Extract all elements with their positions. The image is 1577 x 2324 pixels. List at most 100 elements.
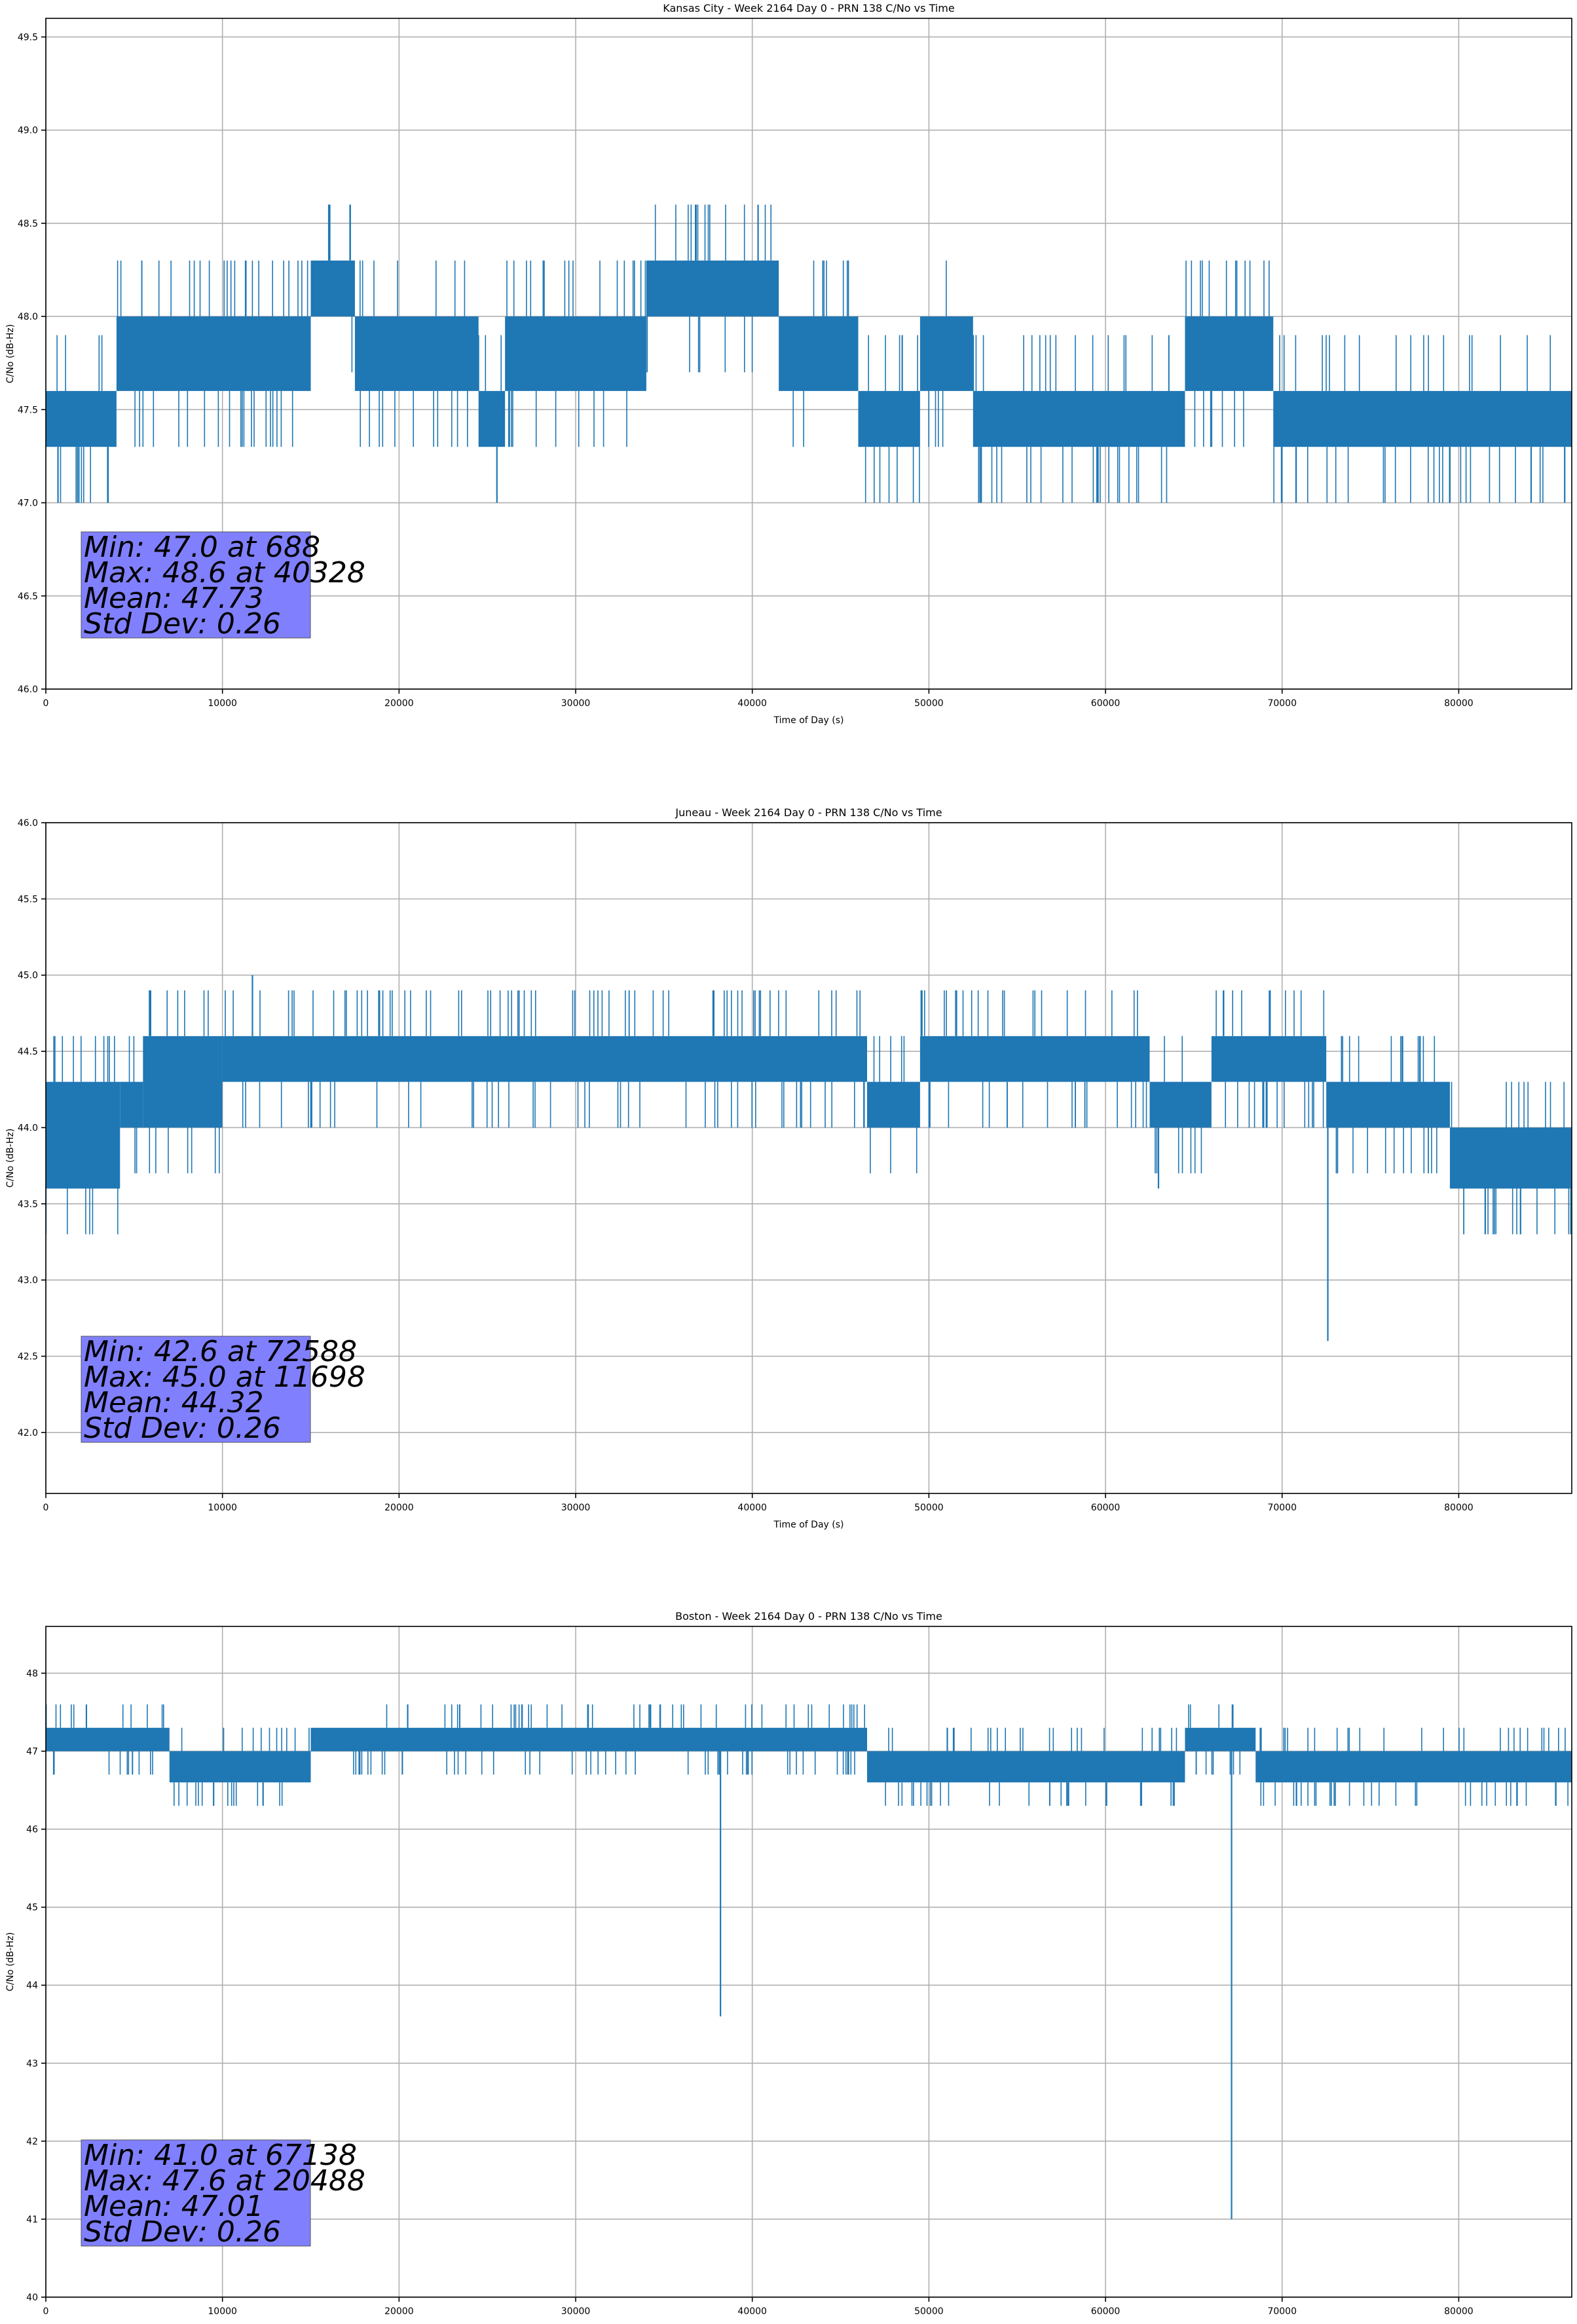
stats-line: Min: 41.0 at 67138: [84, 2139, 357, 2172]
y-tick-label: 48.0: [18, 312, 38, 322]
y-tick-label: 42.0: [18, 1428, 38, 1438]
y-tick-label: 46.0: [18, 818, 38, 829]
stats-box: [81, 531, 311, 639]
stats-box: [81, 1336, 311, 1443]
x-tick-label: 10000: [208, 698, 237, 709]
series-band: [169, 1751, 311, 1783]
y-axis-label: C/No (dB-Hz): [5, 324, 16, 383]
stats-line: Max: 47.6 at 20488: [84, 2164, 365, 2198]
stats-line: Mean: 47.73: [84, 582, 264, 615]
x-tick-label: 20000: [384, 698, 414, 709]
series-band: [120, 1081, 143, 1128]
x-tick-label: 10000: [208, 1503, 237, 1513]
series-band: [779, 316, 859, 391]
series-band: [1449, 1127, 1572, 1189]
series-band: [46, 1081, 121, 1189]
series-band: [1211, 1036, 1327, 1082]
chart-title: Boston - Week 2164 Day 0 - PRN 138 C/No …: [675, 1610, 942, 1622]
series-band: [646, 260, 779, 317]
y-tick-label: 46: [26, 1825, 38, 1835]
y-tick-label: 49.5: [18, 32, 38, 43]
x-tick-label: 20000: [384, 1503, 414, 1513]
x-tick-label: 20000: [384, 2306, 414, 2317]
x-tick-label: 30000: [561, 698, 591, 709]
series-band: [354, 316, 479, 391]
y-tick-label: 44.5: [18, 1047, 38, 1057]
stats-line: Std Dev: 0.26: [84, 607, 281, 641]
stats-line: Std Dev: 0.26: [84, 2215, 281, 2249]
series-band: [310, 260, 355, 317]
y-tick-label: 40: [26, 2293, 38, 2303]
series-line: [46, 975, 1572, 1341]
y-tick-label: 43: [26, 2059, 38, 2069]
x-tick-label: 60000: [1091, 698, 1121, 709]
series-band: [866, 1751, 1185, 1783]
y-tick-label: 42.5: [18, 1352, 38, 1362]
y-tick-label: 44: [26, 1981, 38, 1991]
x-tick-label: 70000: [1267, 1503, 1297, 1513]
y-axis-label: C/No (dB-Hz): [5, 1932, 16, 1991]
y-tick-label: 47: [26, 1747, 38, 1757]
y-tick-label: 45: [26, 1903, 38, 1913]
series-band: [1185, 316, 1274, 391]
stats-line: Min: 42.6 at 72588: [84, 1335, 357, 1368]
x-tick-label: 10000: [208, 2306, 237, 2317]
series-band: [478, 390, 506, 447]
x-tick-label: 0: [43, 698, 49, 709]
chart-title: Kansas City - Week 2164 Day 0 - PRN 138 …: [663, 2, 954, 14]
series-band: [46, 1727, 170, 1752]
x-tick-label: 70000: [1267, 698, 1297, 709]
y-tick-label: 44.0: [18, 1123, 38, 1133]
x-tick-label: 70000: [1267, 2306, 1297, 2317]
series-band: [116, 316, 311, 391]
plot-frame: [45, 822, 1572, 1494]
y-tick-label: 41: [26, 2215, 38, 2225]
series-band: [1326, 1081, 1450, 1128]
x-tick-label: 0: [43, 2306, 49, 2317]
x-tick-label: 80000: [1444, 2306, 1474, 2317]
y-tick-label: 43.5: [18, 1199, 38, 1210]
series-band: [310, 1727, 867, 1752]
series-line: [46, 204, 1572, 503]
series-band: [143, 1036, 223, 1128]
series-band: [1185, 1727, 1256, 1752]
series-band: [46, 390, 117, 447]
series-band: [858, 390, 920, 447]
chart-panel-1: Kansas City - Week 2164 Day 0 - PRN 138 …: [5, 2, 1572, 726]
x-tick-label: 50000: [914, 698, 944, 709]
series-band: [505, 316, 646, 391]
series-band: [1273, 390, 1572, 447]
series-band: [919, 1036, 1150, 1082]
series-line: [46, 1704, 1572, 2219]
y-tick-label: 45.5: [18, 894, 38, 905]
series-noise: [46, 1704, 1568, 1806]
y-axis-label: C/No (dB-Hz): [5, 1129, 16, 1188]
series-band: [919, 316, 973, 391]
stats-box: [81, 2139, 311, 2247]
x-tick-label: 60000: [1091, 2306, 1121, 2317]
y-tick-label: 46.5: [18, 591, 38, 602]
chart-title: Juneau - Week 2164 Day 0 - PRN 138 C/No …: [675, 806, 942, 819]
stats-line: Mean: 47.01: [84, 2190, 264, 2223]
y-tick-label: 48: [26, 1668, 38, 1679]
chart-panel-2: Juneau - Week 2164 Day 0 - PRN 138 C/No …: [5, 806, 1572, 1530]
stats-line: Mean: 44.32: [84, 1386, 264, 1419]
x-tick-label: 60000: [1091, 1503, 1121, 1513]
y-tick-label: 45.0: [18, 971, 38, 981]
series-band: [222, 1036, 867, 1082]
x-tick-label: 50000: [914, 2306, 944, 2317]
series-band: [1255, 1751, 1572, 1783]
x-tick-label: 40000: [737, 698, 767, 709]
x-tick-label: 80000: [1444, 698, 1474, 709]
series-band: [973, 390, 1185, 447]
y-tick-label: 49.0: [18, 126, 38, 136]
x-axis-label: Time of Day (s): [773, 1520, 844, 1530]
y-tick-label: 47.5: [18, 405, 38, 415]
x-tick-label: 40000: [737, 1503, 767, 1513]
stats-line: Max: 45.0 at 11698: [84, 1360, 365, 1394]
y-tick-label: 42: [26, 2137, 38, 2147]
chart-panel-3: Boston - Week 2164 Day 0 - PRN 138 C/No …: [5, 1610, 1572, 2324]
stats-line: Std Dev: 0.26: [84, 1412, 281, 1445]
series-noise: [46, 990, 1572, 1235]
plot-frame: [45, 1626, 1572, 2298]
